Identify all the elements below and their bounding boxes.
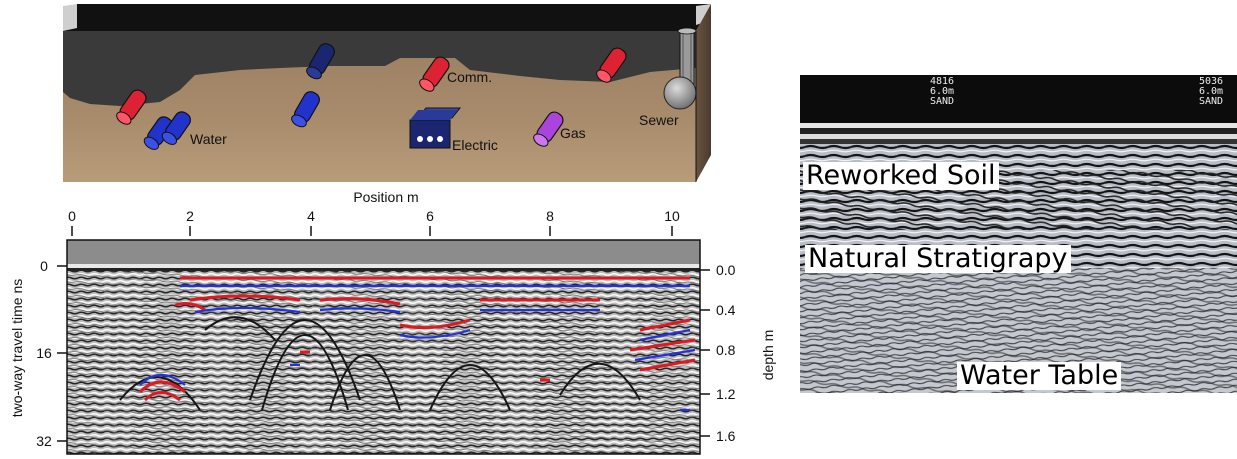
sewer-label: Sewer (639, 112, 679, 128)
depth-tick-label: 0.8 (716, 342, 736, 358)
electric-label: Electric (452, 137, 498, 153)
sewer-manhole (663, 27, 697, 182)
header-line: SAND (929, 96, 955, 107)
cross-section-left-edge (63, 4, 77, 31)
x-tick-labels: 0 2 4 6 8 10 (68, 208, 680, 224)
header-line: 6.0m (1198, 86, 1224, 97)
left-axis-title: two-way travel time ns (9, 279, 25, 417)
comm-label: Comm. (447, 69, 492, 85)
water-label: Water (190, 131, 227, 147)
gpr-profile (800, 75, 1237, 393)
profile-header-left: 4816 6.0m SAND (912, 77, 972, 107)
depth-tick-label: 0.0 (716, 262, 736, 278)
comm-pipes (116, 47, 627, 125)
radargram: Position m 0 2 4 6 8 10 (9, 189, 776, 455)
y-tick-label: 32 (36, 433, 52, 449)
header-line: 4816 (929, 76, 955, 87)
red-reflectors (138, 276, 696, 402)
x-tick-label: 4 (307, 208, 315, 224)
cross-section-side-face (696, 4, 711, 182)
x-tick-label: 6 (426, 208, 434, 224)
natural-stratigraphy-label: Natural Stratigrapy (805, 245, 1071, 273)
y-right-ticks: 0.0 0.4 0.8 1.2 1.6 (700, 262, 736, 444)
y-left-ticks: 0 16 32 (36, 258, 67, 449)
y-tick-label: 0 (40, 258, 48, 274)
cross-section-top-face (63, 4, 711, 31)
y-tick-label: 16 (36, 345, 52, 361)
header-line: 5036 (1198, 76, 1224, 87)
x-tick-label: 0 (68, 208, 76, 224)
x-tick-label: 2 (186, 208, 194, 224)
radar-frame (66, 239, 701, 455)
right-axis-title: depth m (760, 330, 776, 381)
depth-tick-label: 1.2 (716, 386, 736, 402)
electric-duct (409, 107, 462, 149)
water-pipes (143, 43, 335, 150)
water-table-label: Water Table (957, 362, 1122, 390)
x-tick-marks (71, 226, 673, 236)
top-axis-title: Position m (353, 189, 418, 205)
x-tick-label: 10 (664, 208, 680, 224)
header-line: 6.0m (929, 86, 955, 97)
hyperbola-reflections (119, 316, 641, 411)
gas-pipe (533, 111, 564, 147)
gas-label: Gas (560, 125, 586, 141)
x-tick-label: 8 (546, 208, 554, 224)
reworked-soil-label: Reworked Soil (803, 162, 999, 190)
disturbed-fill-zone (63, 31, 696, 106)
radar-image (67, 240, 700, 454)
header-line: SAND (1198, 96, 1224, 107)
depth-tick-label: 1.6 (716, 428, 736, 444)
blue-reflectors (139, 284, 696, 412)
depth-tick-label: 0.4 (716, 302, 736, 318)
profile-header-right: 5036 6.0m SAND (1186, 77, 1236, 107)
utility-cross-section: Water Comm. Electric Gas Sewer (63, 4, 711, 182)
